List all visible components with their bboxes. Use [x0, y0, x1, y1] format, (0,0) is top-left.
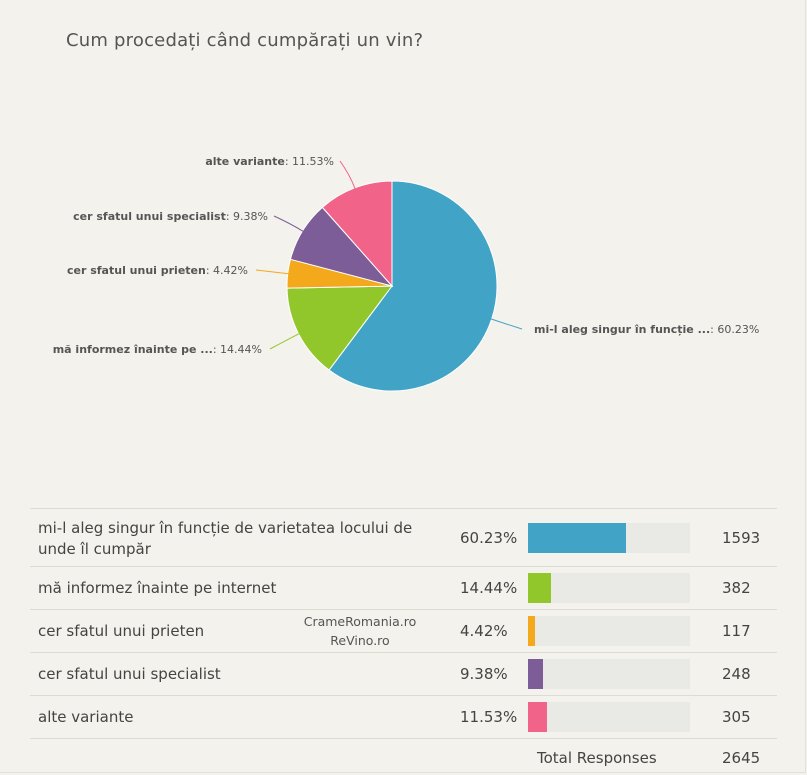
answer-label: mă informez înainte pe internet [38, 578, 277, 597]
answer-label: cer sfatul unui prieten [38, 621, 205, 640]
answer-count: 117 [722, 622, 751, 640]
answer-count: 382 [722, 579, 751, 597]
answer-bar-fill [528, 573, 552, 603]
answer-count: 248 [722, 665, 751, 683]
answer-percent: 4.42% [460, 622, 508, 640]
answer-bar-track [528, 702, 690, 732]
pie-connector [273, 215, 305, 233]
answer-percent: 14.44% [460, 579, 518, 597]
total-row: Total Responses 2645 [30, 738, 777, 775]
pie-label: alte variante: 11.53% [205, 155, 334, 168]
answer-bar-track [528, 522, 690, 553]
pie-label: mi-l aleg singur în funcție ...: 60.23% [534, 323, 759, 336]
pie-label: cer sfatul unui prieten: 4.42% [67, 264, 248, 277]
answer-bar-fill [528, 659, 544, 689]
pie-connector [489, 318, 523, 330]
answer-percent: 60.23% [460, 528, 518, 547]
table-row: mi-l aleg singur în funcție de varietate… [30, 508, 777, 566]
table-row: mă informez înainte pe internet 14.44% 3… [30, 566, 777, 609]
watermark-line: ReVino.ro [330, 633, 390, 648]
answer-bar-fill [528, 616, 536, 646]
chart-title: Cum procedați când cumpărați un vin? [66, 30, 424, 51]
total-value: 2645 [722, 749, 761, 767]
answer-count: 305 [722, 708, 751, 726]
answer-count: 1593 [722, 528, 761, 547]
answer-percent: 11.53% [460, 708, 518, 726]
answer-bar-track [528, 659, 690, 689]
table-row: cer sfatul unui prieten 4.42% 117 [30, 609, 777, 652]
table-row: alte variante 11.53% 305 [30, 695, 777, 738]
results-table: mi-l aleg singur în funcție de varietate… [30, 508, 777, 775]
watermark: CrameRomania.ro ReVino.ro [290, 612, 430, 650]
answer-label: alte variante [38, 707, 134, 726]
pie-chart: mi-l aleg singur în funcție ...: 60.23% m… [53, 155, 759, 392]
pie-label: mă informez înainte pe ...: 14.44% [53, 343, 262, 356]
pie-connector [269, 332, 301, 350]
answer-bar-fill [528, 702, 547, 732]
total-label: Total Responses [537, 749, 657, 767]
pie-connector [255, 269, 290, 275]
answer-label: cer sfatul unui specialist [38, 664, 221, 683]
answer-bar-fill [528, 522, 626, 553]
answer-percent: 9.38% [460, 665, 508, 683]
answer-bar-track [528, 616, 690, 646]
pie-connector [339, 160, 356, 190]
table-row: cer sfatul unui specialist 9.38% 248 [30, 652, 777, 695]
answer-label: mi-l aleg singur în funcție de varietate… [38, 518, 413, 558]
answer-bar-track [528, 573, 690, 603]
pie-label: cer sfatul unui specialist: 9.38% [73, 210, 268, 223]
watermark-line: CrameRomania.ro [303, 614, 417, 629]
